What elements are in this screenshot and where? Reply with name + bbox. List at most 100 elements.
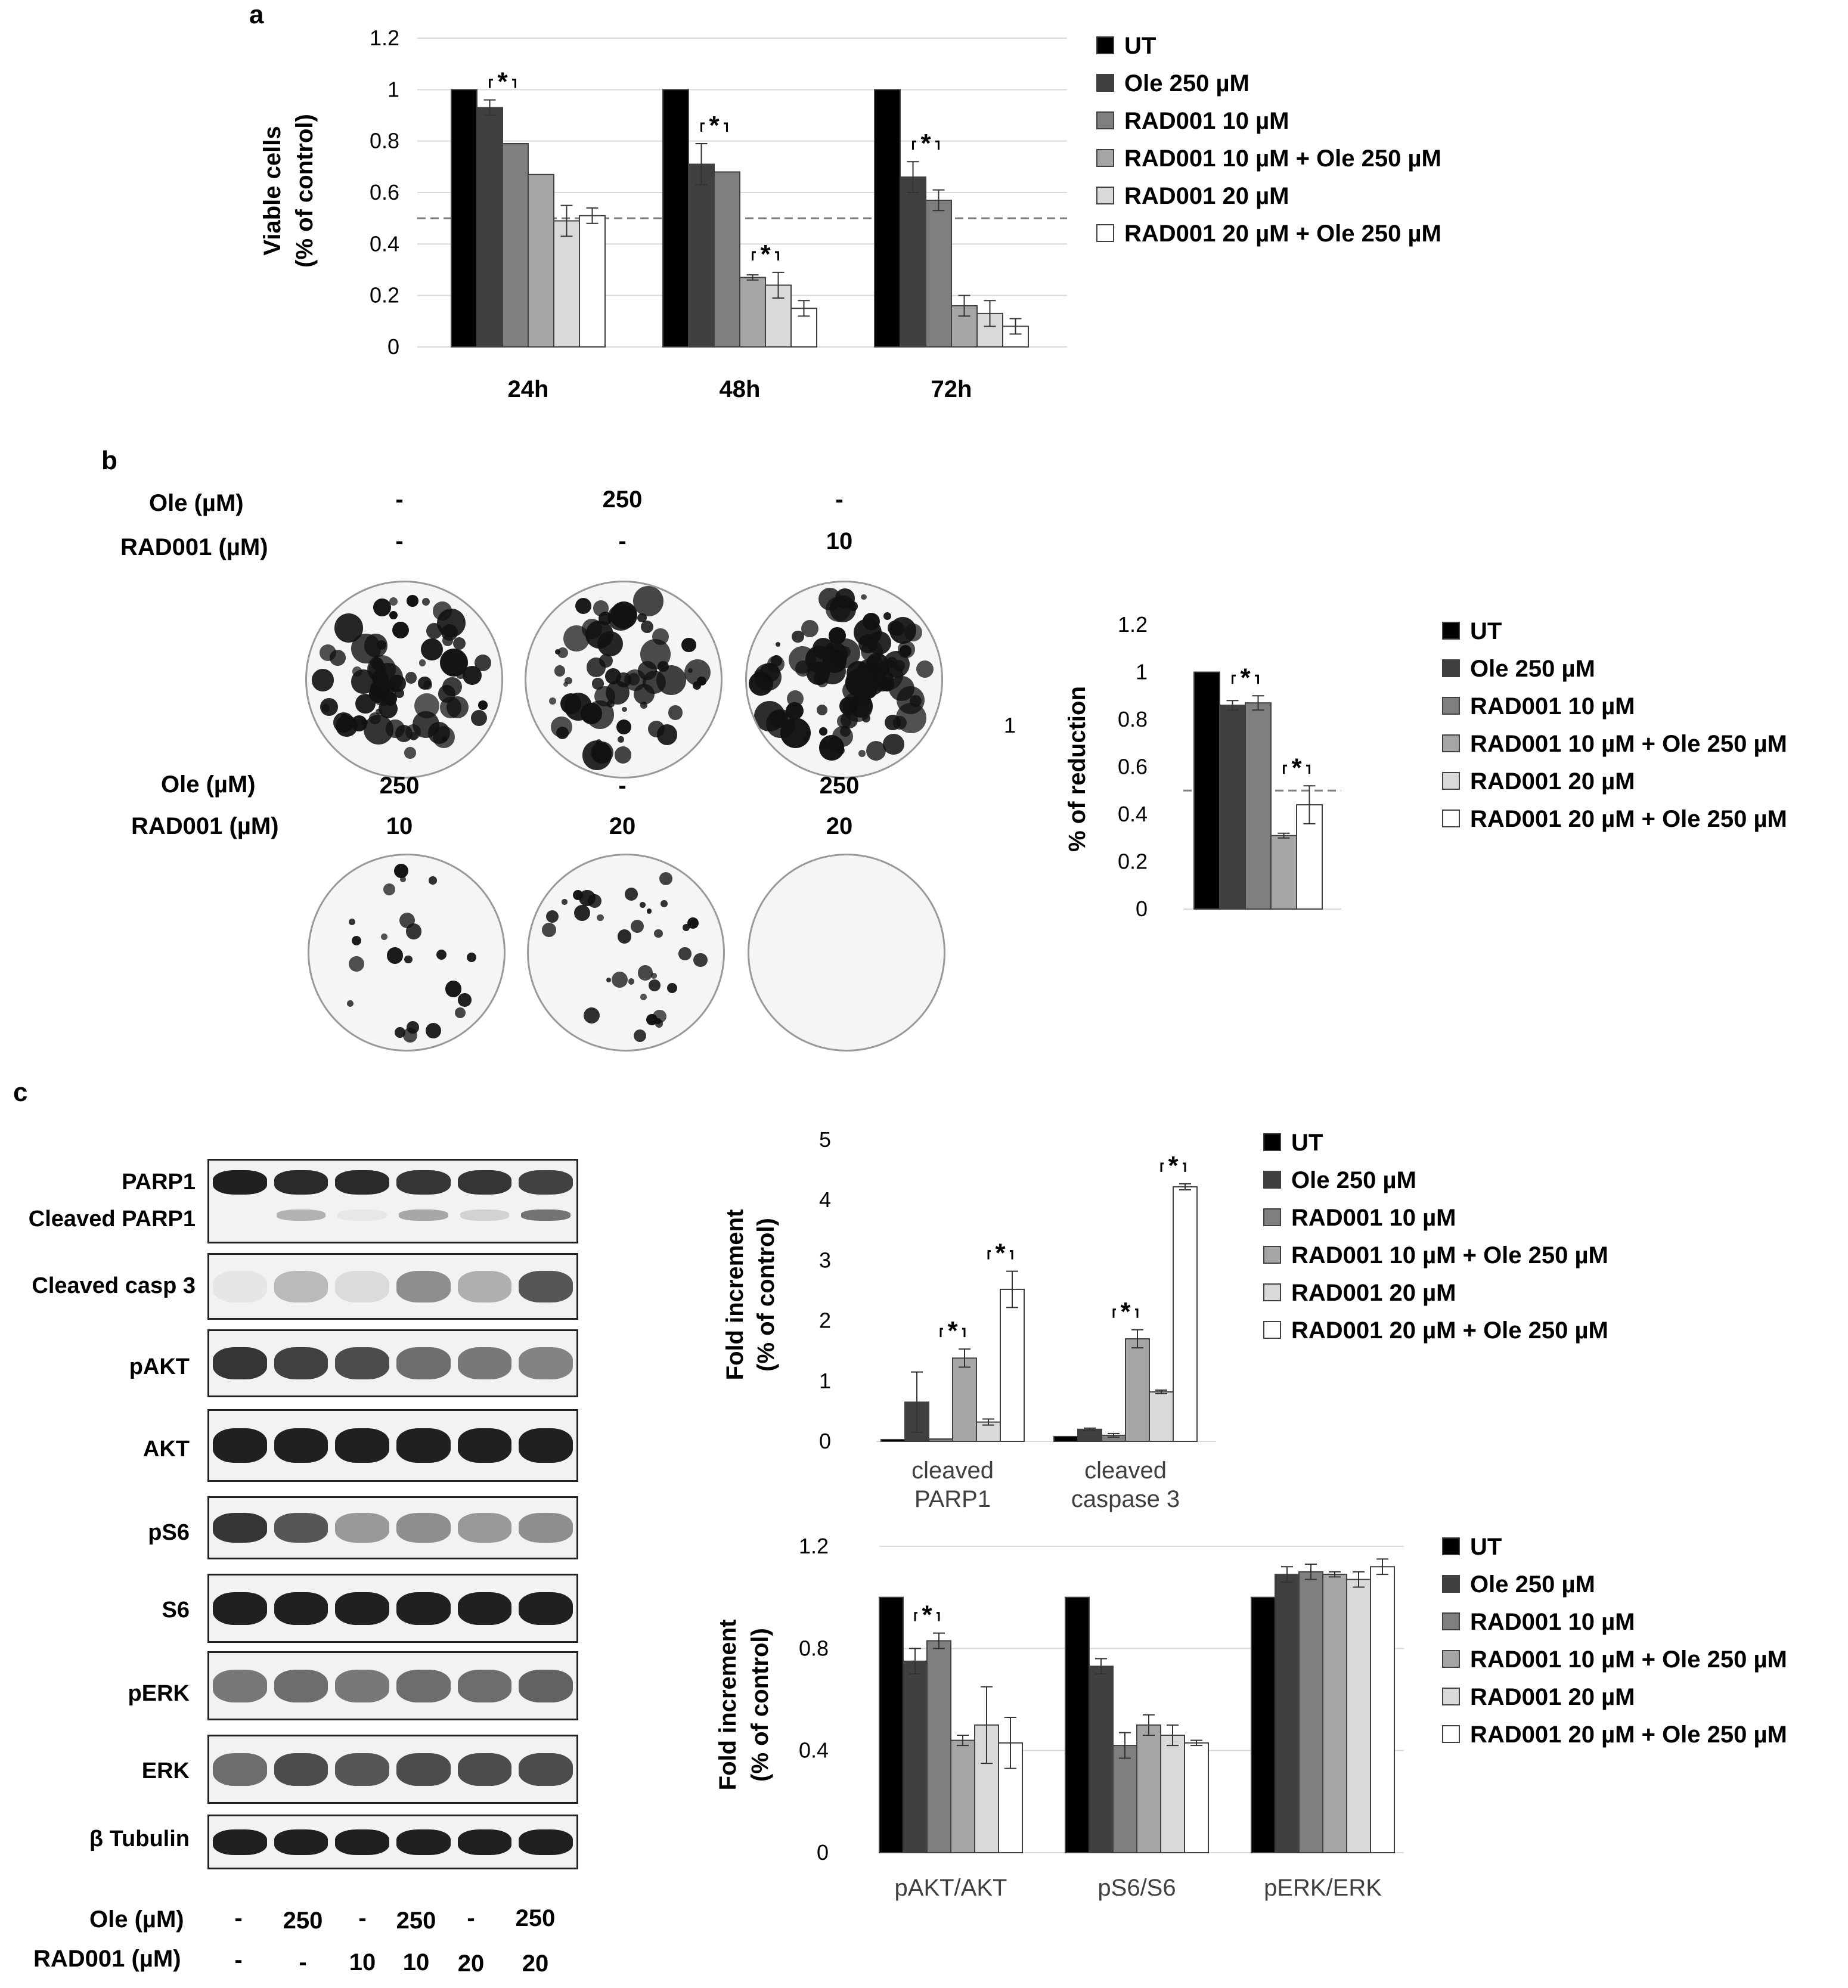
colony-spot — [389, 610, 398, 619]
colony-spot — [839, 726, 851, 737]
viability-ytick-label: 0.6 — [370, 180, 399, 204]
colony-spot — [312, 669, 334, 691]
legend-label: RAD001 10 µM + Ole 250 µM — [1470, 731, 1787, 757]
colony-spot — [754, 700, 785, 732]
colony-spot — [879, 665, 889, 675]
colony-spot — [346, 1000, 354, 1007]
blot-band-cleaved — [215, 1209, 265, 1221]
colony-spot — [836, 746, 845, 755]
viability-ytick-label: 0.8 — [370, 129, 399, 153]
blot-band — [519, 1753, 573, 1786]
colony-dish-rad20-ole — [748, 854, 945, 1052]
colony-spot — [440, 697, 461, 718]
colony-spot — [775, 642, 781, 647]
colony-spot — [780, 718, 811, 749]
colony-spot — [614, 746, 632, 764]
blot-rad-3: 10 — [349, 1949, 376, 1975]
colony-spot — [845, 669, 873, 696]
signaling-xtick-label: pERK/ERK — [1264, 1875, 1382, 1901]
colony-ytick-label: 0.6 — [1118, 755, 1148, 779]
colony-spot — [406, 1021, 419, 1034]
colony-spot — [400, 876, 407, 882]
signaling-ylabel2: (% of control) — [747, 1628, 773, 1782]
legend-swatch — [1096, 111, 1114, 129]
viability-significance-star: * — [709, 111, 720, 140]
viability-bar — [688, 163, 715, 348]
colony-spot — [819, 727, 827, 736]
colony-spot — [399, 912, 416, 928]
blot-akt — [207, 1409, 578, 1482]
colony-top-ole-1: - — [395, 486, 404, 513]
colony-spot — [606, 977, 612, 983]
viability-bar — [451, 89, 477, 348]
blot-band — [213, 1753, 267, 1786]
viability-ylabel2: (% of control) — [292, 114, 318, 268]
colony-top-rad-3: 10 — [826, 528, 853, 554]
blot-label-s6: S6 — [162, 1598, 190, 1623]
apoptosis-bar — [952, 1357, 977, 1442]
colony-spot — [455, 1007, 466, 1018]
legend-label: RAD001 10 µM + Ole 250 µM — [1291, 1242, 1608, 1269]
colony-spot — [405, 671, 417, 684]
colony-spot — [373, 598, 391, 616]
legend-swatch — [1442, 772, 1460, 790]
colony-spot — [578, 889, 596, 907]
colony-spot — [646, 908, 652, 914]
blot-rad-2: - — [299, 1949, 307, 1975]
blot-band — [519, 1513, 573, 1543]
colony-top-ole-3: - — [835, 486, 844, 513]
colony-spot — [754, 669, 765, 680]
legend-label: Ole 250 µM — [1470, 1571, 1595, 1598]
colony-spot — [541, 922, 556, 937]
blot-label-parp1: PARP1 — [122, 1170, 196, 1195]
signaling-bar — [1275, 1574, 1300, 1854]
blot-band — [519, 1592, 573, 1625]
legend-swatch — [1263, 1321, 1281, 1339]
colony-spot — [617, 929, 632, 944]
apoptosis-ytick-label: 0 — [819, 1429, 831, 1453]
blot-band — [213, 1170, 267, 1195]
signaling-bar — [950, 1739, 975, 1854]
signaling-ylabel: Fold increment — [715, 1620, 741, 1791]
signaling-ytick-label: 0.4 — [799, 1738, 829, 1763]
viability-significance-bracket — [700, 122, 728, 132]
blot-label-casp3: Cleaved casp 3 — [32, 1273, 196, 1298]
blot-band — [457, 1669, 512, 1702]
legend-swatch — [1263, 1133, 1281, 1151]
colony-spot — [616, 719, 631, 735]
signaling-ytick-label: 1.2 — [799, 1534, 829, 1558]
colony-spot — [436, 949, 447, 960]
blot-band — [519, 1829, 573, 1855]
viability-bar — [976, 312, 1003, 348]
colony-spot — [693, 953, 708, 967]
legend-label: RAD001 10 µM + Ole 250 µM — [1124, 145, 1441, 172]
blot-ole-3: - — [358, 1905, 367, 1931]
colony-ytick-label: 1.2 — [1118, 612, 1148, 637]
colony-spot — [880, 677, 894, 691]
colony-ytick-label: 0.4 — [1118, 802, 1148, 826]
colony-spot — [554, 649, 560, 655]
colony-spot — [771, 655, 783, 666]
viability-bar — [662, 89, 689, 348]
blot-band — [396, 1270, 451, 1302]
colony-spot — [625, 887, 638, 901]
colony-spot — [386, 947, 404, 964]
legend-swatch — [1442, 622, 1460, 640]
colony-spot — [684, 659, 711, 686]
colony-spot — [893, 659, 906, 672]
colony-spot — [554, 665, 566, 677]
blot-band — [519, 1428, 573, 1463]
colony-spot — [651, 973, 657, 979]
colony-spot — [649, 979, 661, 991]
legend-swatch — [1096, 149, 1114, 167]
colony-bar — [1245, 702, 1272, 910]
signaling-bar — [1136, 1724, 1161, 1853]
blot-erk — [207, 1735, 578, 1804]
colony-spot — [654, 929, 663, 938]
apoptosis-bar — [1149, 1391, 1174, 1443]
colony-bottom-ole-label: Ole (µM) — [161, 771, 256, 798]
colony-significance-bracket — [1283, 764, 1310, 774]
signaling-bar — [1298, 1571, 1323, 1853]
colony-top-rad-2: - — [618, 528, 627, 554]
colony-spot — [418, 659, 426, 666]
